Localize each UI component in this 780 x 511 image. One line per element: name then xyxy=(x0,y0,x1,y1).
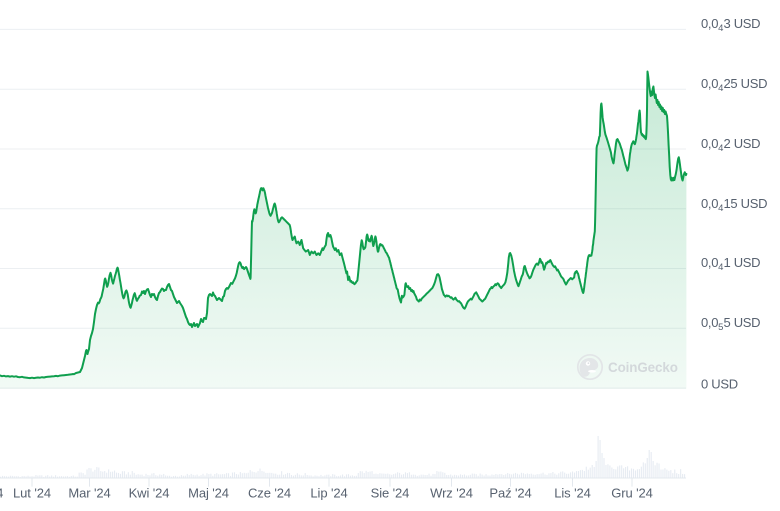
svg-text:CoinGecko: CoinGecko xyxy=(608,360,678,375)
